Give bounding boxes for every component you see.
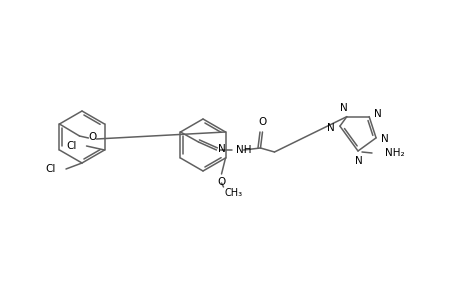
Text: NH₂: NH₂ bbox=[384, 148, 404, 158]
Text: NH: NH bbox=[236, 145, 252, 155]
Text: N: N bbox=[373, 109, 381, 118]
Text: N: N bbox=[326, 123, 334, 133]
Text: O: O bbox=[258, 117, 266, 127]
Text: N: N bbox=[380, 134, 388, 144]
Text: O: O bbox=[88, 132, 96, 142]
Text: O: O bbox=[217, 177, 225, 187]
Text: N: N bbox=[354, 156, 362, 166]
Text: N: N bbox=[218, 144, 226, 154]
Text: N: N bbox=[339, 103, 347, 112]
Text: Cl: Cl bbox=[66, 141, 76, 151]
Text: CH₃: CH₃ bbox=[224, 188, 242, 198]
Text: Cl: Cl bbox=[45, 164, 56, 174]
